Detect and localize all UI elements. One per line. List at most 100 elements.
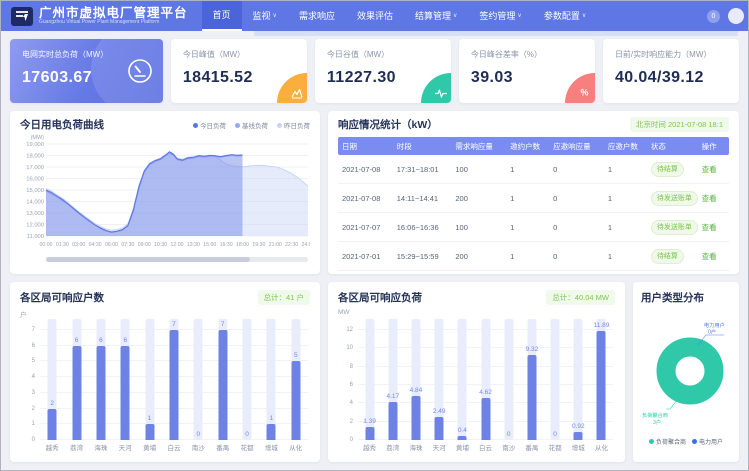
x-axis-labels: 越秀 荔湾 海珠 天河 黄埔 白云 南沙 番禺 花都 增城 从化: [40, 442, 308, 454]
bar[interactable]: [411, 395, 421, 440]
nav-item-label: 效果评估: [356, 11, 393, 21]
bottom-row: 各区局可响应户数 总计：41 户 户 0 1 2 3 4 5 6 7 2 6 6 6 1 7 0 7 0 1 5 越秀荔…: [10, 282, 739, 462]
y-tick-label: 3: [31, 389, 35, 396]
bar-value-label: 0: [553, 431, 557, 438]
svg-text:19:30: 19:30: [252, 242, 265, 248]
legend-item: 今日负荷: [193, 120, 226, 130]
bar[interactable]: [457, 436, 467, 440]
kpi-label: 电网实时总负荷（MW）: [22, 50, 109, 59]
kpi-card-3: 今日谷值（MW） 11227.30: [314, 39, 451, 103]
table-cell: 1: [607, 164, 613, 174]
bar-value-label: 4.84: [409, 386, 423, 394]
district-users-total-badge: 总计：41 户: [257, 290, 310, 305]
legend-dot-icon: [648, 439, 654, 444]
bar-columns: 2 6 6 6 1 7 0 7 0 1 5: [40, 319, 308, 440]
bar-column: 0: [186, 319, 210, 440]
y-tick-label: 4: [31, 374, 35, 381]
bar[interactable]: [96, 345, 106, 440]
svg-text:21:00: 21:00: [269, 242, 282, 248]
bar-plot-area: 2 6 6 6 1 7 0 7 0 1 5: [40, 319, 308, 440]
table-cell: 16:06~16:36: [396, 222, 439, 232]
bar[interactable]: [365, 427, 375, 440]
view-link[interactable]: 查看: [701, 222, 717, 232]
view-link[interactable]: 查看: [701, 193, 717, 203]
svg-text:12,000: 12,000: [26, 223, 44, 229]
x-category-label: 番禺: [216, 445, 230, 452]
legend-dot-icon: [692, 439, 697, 444]
x-axis-labels: 越秀 荔湾 海珠 天河 黄埔 白云 南沙 番禺 花都 增城 从化: [358, 442, 613, 454]
view-link[interactable]: 查看: [701, 251, 717, 261]
nav-item-7[interactable]: 参数配置 ∨: [533, 1, 597, 31]
bar[interactable]: [218, 330, 228, 440]
chevron-down-icon: ∨: [581, 13, 587, 19]
nav-item-3[interactable]: 需求响应: [288, 1, 346, 31]
load-curve-title: 今日用电负荷曲线: [20, 119, 104, 131]
response-stats-card: 响应情况统计（kW） 北京时间 2021-07-08 18:1 日期 时段 需求响应…: [328, 111, 739, 274]
svg-text:(MW): (MW): [31, 135, 45, 141]
bar-column: 4.17: [381, 319, 404, 440]
bar[interactable]: [291, 361, 301, 440]
y-axis-unit-label: MW: [338, 309, 350, 316]
view-link[interactable]: 查看: [701, 164, 717, 174]
svg-text:15,000: 15,000: [26, 188, 44, 194]
bar-column: 0.4: [451, 319, 474, 440]
column-header: 应邀户数: [607, 141, 638, 151]
nav-item-1[interactable]: 首页: [201, 1, 242, 31]
notification-badge[interactable]: 0: [707, 9, 720, 23]
chart-zoom-slider[interactable]: [46, 257, 308, 262]
bar[interactable]: [72, 345, 82, 440]
bar-plot-area: 1.39 4.17 4.84 2.49 0.4 4.62 0 9.32 0 0.92 11.89: [358, 319, 613, 440]
bar[interactable]: [47, 408, 57, 440]
y-tick-label: 6: [31, 342, 35, 349]
bar-track: [481, 319, 491, 440]
bar[interactable]: [266, 424, 276, 440]
svg-text:14,000: 14,000: [26, 200, 44, 206]
user-type-donut-chart: 电力用户 0户 负荷聚合商 3户: [640, 305, 732, 435]
bar-value-label: 1: [147, 415, 152, 423]
bar[interactable]: [434, 417, 444, 440]
svg-text:16:30: 16:30: [220, 242, 233, 248]
bar[interactable]: [169, 330, 179, 440]
table-row: 2021-07-08 17:31~18:01 100 1 0 1 待结算 查看: [338, 155, 729, 184]
svg-text:22:30: 22:30: [285, 242, 298, 248]
x-category-label: 天河: [118, 445, 132, 452]
response-table: 日期 时段 需求响应量 邀约户数 应邀响应量 应邀户数 状态 操作 2021-07-08 17:3…: [338, 137, 729, 271]
y-tick-label: 4: [349, 400, 353, 407]
user-type-card: 用户类型分布 电力用户 0户 负荷聚合商 3户 负荷聚合商 电力用户: [633, 282, 739, 462]
table-cell: 1: [607, 251, 613, 261]
table-cell: 2021-07-08: [342, 164, 381, 174]
nav-item-6[interactable]: 签约管理 ∨: [468, 1, 532, 31]
bar-value-label: 1.39: [363, 418, 376, 426]
y-tick-label: 2: [31, 405, 35, 412]
chevron-down-icon: ∨: [517, 13, 522, 19]
table-cell: 14:11~14:41: [396, 193, 439, 203]
bar[interactable]: [573, 431, 583, 440]
bar[interactable]: [596, 331, 606, 440]
nav-item-5[interactable]: 结算管理 ∨: [404, 1, 468, 31]
column-header: 应邀响应量: [553, 141, 591, 151]
x-category-label: 海珠: [409, 445, 423, 452]
bar-column: 7: [211, 319, 235, 440]
table-cell: 100: [455, 164, 468, 174]
x-category-label: 越秀: [45, 445, 59, 452]
bar[interactable]: [481, 397, 491, 440]
kpi-label: 今日峰谷差率（%）: [470, 50, 543, 59]
bar-value-label: 0.92: [571, 422, 585, 430]
user-avatar[interactable]: [728, 8, 744, 24]
bar-value-label: 0: [196, 431, 201, 438]
nav-item-2[interactable]: 监视 ∨: [242, 1, 288, 31]
x-category-label: 荔湾: [386, 445, 400, 452]
legend-item: 昨日负荷: [277, 120, 310, 130]
nav-item-4[interactable]: 效果评估: [346, 1, 404, 31]
table-cell-status: 待结算: [647, 248, 698, 264]
bar-column: 1: [137, 319, 161, 440]
app-logo-icon: [11, 6, 33, 26]
chart-zoom-handle[interactable]: [46, 257, 251, 262]
bar[interactable]: [120, 345, 130, 440]
table-cell: 0: [553, 164, 558, 174]
bar[interactable]: [527, 354, 537, 440]
bar-column: 2.49: [428, 319, 451, 440]
bar[interactable]: [388, 401, 398, 440]
bar[interactable]: [145, 424, 155, 440]
